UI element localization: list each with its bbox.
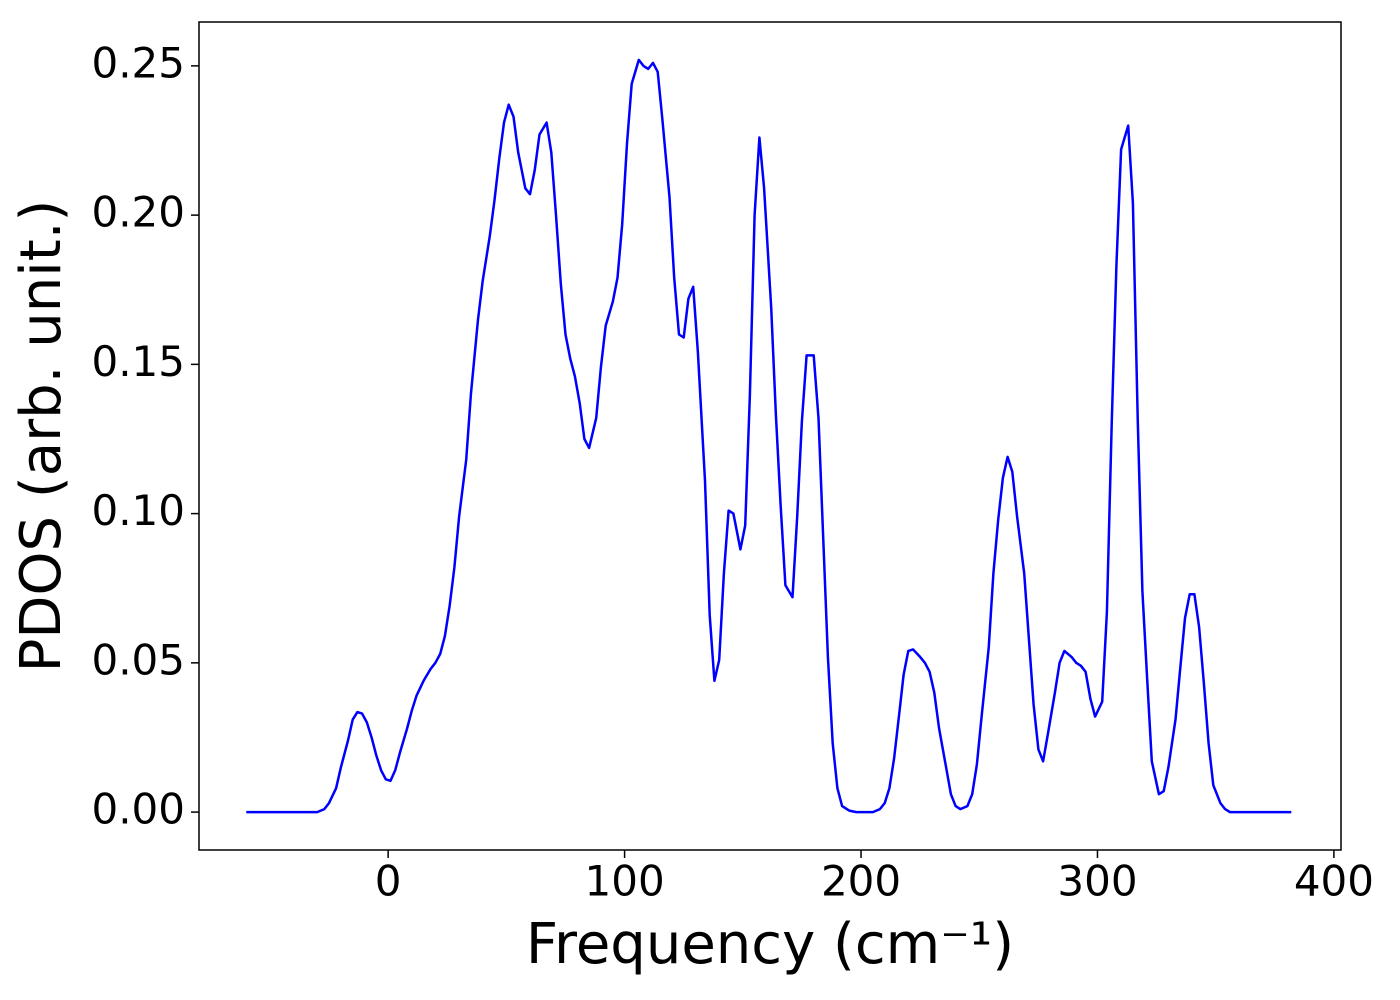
data-line: [246, 58, 1292, 814]
y-tick-label: 0.20: [91, 188, 185, 237]
x-tick-label: 100: [585, 857, 665, 906]
x-tick-label: 200: [821, 857, 901, 906]
y-tick-label: 0.15: [91, 337, 185, 386]
plot-frame: [198, 21, 1342, 851]
x-axis-label: Frequency (cm⁻¹): [526, 912, 1014, 977]
y-tick-label: 0.05: [91, 635, 185, 684]
x-tick-label: 400: [1294, 857, 1374, 906]
x-tick-label: 300: [1057, 857, 1137, 906]
y-tick-label: 0.25: [91, 38, 185, 87]
y-axis-label: PDOS (arb. unit.): [9, 200, 74, 673]
y-tick-label: 0.10: [91, 486, 185, 535]
x-tick-label: 0: [375, 857, 402, 906]
y-tick-label: 0.00: [91, 785, 185, 834]
